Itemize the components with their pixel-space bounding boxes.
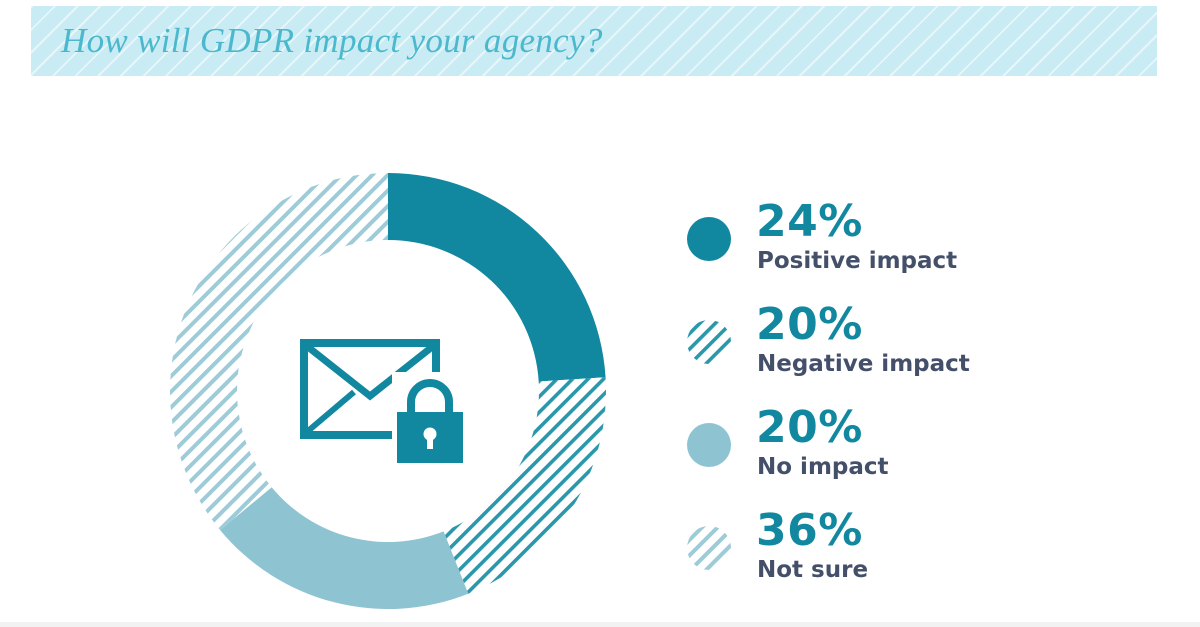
legend-item-no-impact: 20% No impact <box>686 403 1046 506</box>
legend-percent-not-sure: 36% <box>756 505 863 556</box>
chart-legend: 24% Positive impact 20% Negative impact … <box>686 197 1046 609</box>
legend-marker-positive <box>687 217 731 261</box>
chart-title: How will GDPR impact your agency? <box>61 21 603 60</box>
legend-label-not-sure: Not sure <box>757 557 869 583</box>
legend-marker-not-sure <box>687 526 731 570</box>
envelope-lock-icon <box>300 339 468 467</box>
legend-item-negative: 20% Negative impact <box>686 300 1046 403</box>
legend-label-no-impact: No impact <box>757 454 889 480</box>
donut-chart <box>169 173 607 610</box>
legend-label-positive: Positive impact <box>757 248 958 274</box>
legend-marker-no-impact <box>687 423 731 467</box>
legend-label-negative: Negative impact <box>757 351 970 377</box>
donut-slice-no-impact <box>220 487 469 610</box>
donut-slice-negative <box>443 377 607 594</box>
donut-slice-positive <box>388 173 606 382</box>
donut-slice-not-sure <box>169 173 388 530</box>
legend-percent-positive: 24% <box>756 196 863 247</box>
title-banner: How will GDPR impact your agency? <box>31 6 1157 76</box>
bottom-divider <box>0 622 1200 627</box>
legend-marker-negative <box>687 320 731 364</box>
legend-percent-negative: 20% <box>756 299 863 350</box>
legend-item-positive: 24% Positive impact <box>686 197 1046 300</box>
legend-item-not-sure: 36% Not sure <box>686 506 1046 609</box>
legend-percent-no-impact: 20% <box>756 402 863 453</box>
